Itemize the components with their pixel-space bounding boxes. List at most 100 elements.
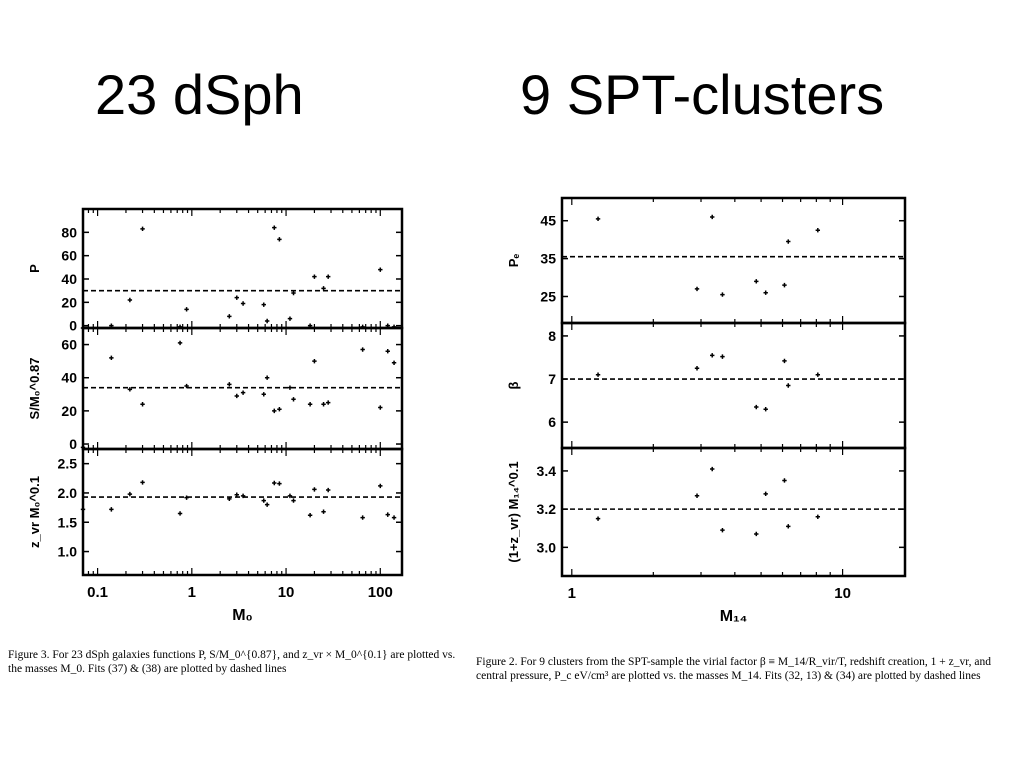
spt-subplot-1-ytick-label: 8 [548, 328, 556, 344]
spt-subplot-2-ytick-label: 3.2 [537, 501, 557, 517]
dsph-subplot-1-point [240, 390, 246, 395]
spt-xtick-label: 10 [834, 585, 851, 602]
spt-subplot-1-point [694, 366, 700, 371]
dsph-subplot-2-point [184, 495, 189, 500]
dsph-subplot-2-point [109, 507, 114, 512]
dsph-subplot-1-ytick-label: 40 [61, 370, 77, 386]
dsph-subplot-0-ytick-label: 60 [61, 248, 77, 264]
dsph-subplot-1-point [184, 383, 189, 389]
dsph-subplot-1-point [360, 347, 365, 352]
dsph-subplot-0-point [264, 318, 270, 324]
spt-subplot-0-frame [560, 196, 907, 325]
dsph-subplot-2-point [80, 507, 86, 512]
dsph-subplot-2-point [291, 498, 296, 503]
spt-subplot-0-ytick-label: 35 [540, 251, 556, 267]
spt-subplot-2-point [710, 466, 715, 472]
dsph-subplot-1-point [312, 358, 317, 364]
spt-subplot-2-frame [560, 446, 907, 578]
spt-subplot-2-point [763, 491, 768, 497]
dsph-subplot-1-point [234, 393, 239, 399]
dsph-subplot-1-point [227, 382, 232, 387]
dsph-subplot-1-point [261, 392, 266, 397]
dsph-subplot-1-ytick-label: 0 [69, 436, 77, 452]
spt-xtick-label: 1 [568, 585, 576, 602]
dsph-xlabel: M₀ [232, 607, 253, 624]
spt-subplot-1-point [754, 404, 759, 410]
spt-subplot-1-point [720, 354, 725, 359]
spt-subplot-1-point [710, 353, 715, 358]
dsph-subplot-0-point [312, 274, 317, 279]
spt-subplot-0-point [595, 216, 601, 222]
dsph-subplot-2-ylabel: z_vr M₀^0.1 [27, 476, 42, 548]
dsph-subplot-1-frame [81, 326, 404, 451]
dsph-subplot-1-point [177, 340, 183, 346]
dsph-subplot-0-point [378, 267, 383, 272]
spt-subplot-1-ytick-label: 7 [548, 371, 556, 387]
dsph-subplot-2-ytick-label: 2.5 [58, 456, 78, 472]
spt-subplot-1-point [782, 358, 787, 364]
dsph-subplot-2-ytick-label: 1.5 [58, 514, 78, 530]
dsph-subplot-1-point [109, 355, 114, 361]
dsph-subplot-1-point [378, 405, 383, 410]
spt-subplot-2-point [694, 493, 700, 498]
dsph-subplot-2-point [127, 491, 133, 497]
dsph-subplot-2-point [391, 515, 397, 520]
spt-subplot-1-ytick-label: 6 [548, 414, 556, 430]
dsph-subplot-2-point [321, 509, 326, 514]
spt-subplot-2-point [595, 516, 601, 521]
dsph-subplot-1-point [325, 400, 331, 405]
spt-subplot-0-ytick-label: 25 [540, 288, 556, 304]
dsph-subplot-1-point [140, 402, 145, 407]
spt-subplot-1-point [815, 372, 821, 377]
dsph-subplot-2-point [140, 480, 145, 485]
dsph-subplot-2-point [378, 483, 383, 489]
dsph-subplot-2-point [227, 496, 232, 502]
spt-subplot-0-point [694, 286, 700, 292]
dsph-xtick-label: 100 [368, 584, 393, 601]
spt-subplot-2-point [720, 527, 725, 533]
dsph-subplot-0-point [184, 307, 189, 312]
dsph-subplot-0-ytick-label: 20 [61, 294, 77, 310]
left-figure-caption: Figure 3. For 23 dSph galaxies functions… [8, 649, 456, 675]
spt-subplot-2-ylabel: (1+z_vr) M₁₄^0.1 [506, 461, 521, 562]
dsph-subplot-2-point [277, 481, 282, 486]
dsph-subplot-0-point [287, 316, 293, 321]
dsph-subplot-1-ytick-label: 20 [61, 403, 77, 419]
spt-subplot-2-point [815, 514, 821, 519]
dsph-subplot-2-point [385, 512, 390, 517]
dsph-subplot-0-ytick-label: 80 [61, 224, 77, 240]
spt-subplot-0-point [786, 239, 791, 244]
dsph-subplot-0-point [127, 297, 133, 303]
spt-subplot-1-ylabel: β [506, 381, 521, 389]
spt-subplot-0-point [710, 214, 715, 220]
dsph-subplot-1-point [391, 360, 397, 366]
dsph-subplot-0-point [261, 302, 266, 307]
dsph-subplot-2-point [307, 513, 313, 518]
dsph-subplot-0-point [227, 314, 232, 319]
dsph-subplot-1-point [307, 402, 313, 407]
right-title: 9 SPT-clusters [520, 63, 885, 126]
dsph-subplot-0-point [272, 225, 277, 230]
spt-subplot-1-point [763, 407, 768, 412]
dsph-subplot-2-point [312, 487, 317, 492]
dsph-subplot-2-point [264, 502, 270, 507]
dsph-subplot-2-point [360, 515, 365, 520]
dsph-xtick-label: 0.1 [87, 584, 108, 601]
spt-subplot-0-point [815, 227, 821, 233]
dsph-subplot-2-point [325, 487, 331, 493]
spt-subplot-0-point [720, 292, 725, 297]
dsph-subplot-2-point [240, 493, 246, 499]
spt-subplot-2-point [782, 478, 787, 483]
dsph-subplot-1-point [264, 375, 270, 380]
spt-subplot-2-ytick-label: 3.0 [537, 539, 557, 555]
dsph-subplot-0-point [325, 274, 331, 279]
dsph-subplot-2-ytick-label: 1.0 [58, 544, 78, 560]
dsph-subplot-0-ytick-label: 0 [69, 318, 77, 334]
spt-subplot-0-ytick-label: 45 [540, 213, 556, 229]
dsph-subplot-1-point [127, 387, 133, 392]
right-figure-caption: Figure 2. For 9 clusters from the SPT-sa… [476, 656, 991, 682]
dsph-subplot-2-point [261, 498, 266, 503]
dsph-subplot-2-point [287, 493, 293, 499]
left-title: 23 dSph [95, 63, 304, 126]
dsph-subplot-0-point [277, 237, 282, 242]
